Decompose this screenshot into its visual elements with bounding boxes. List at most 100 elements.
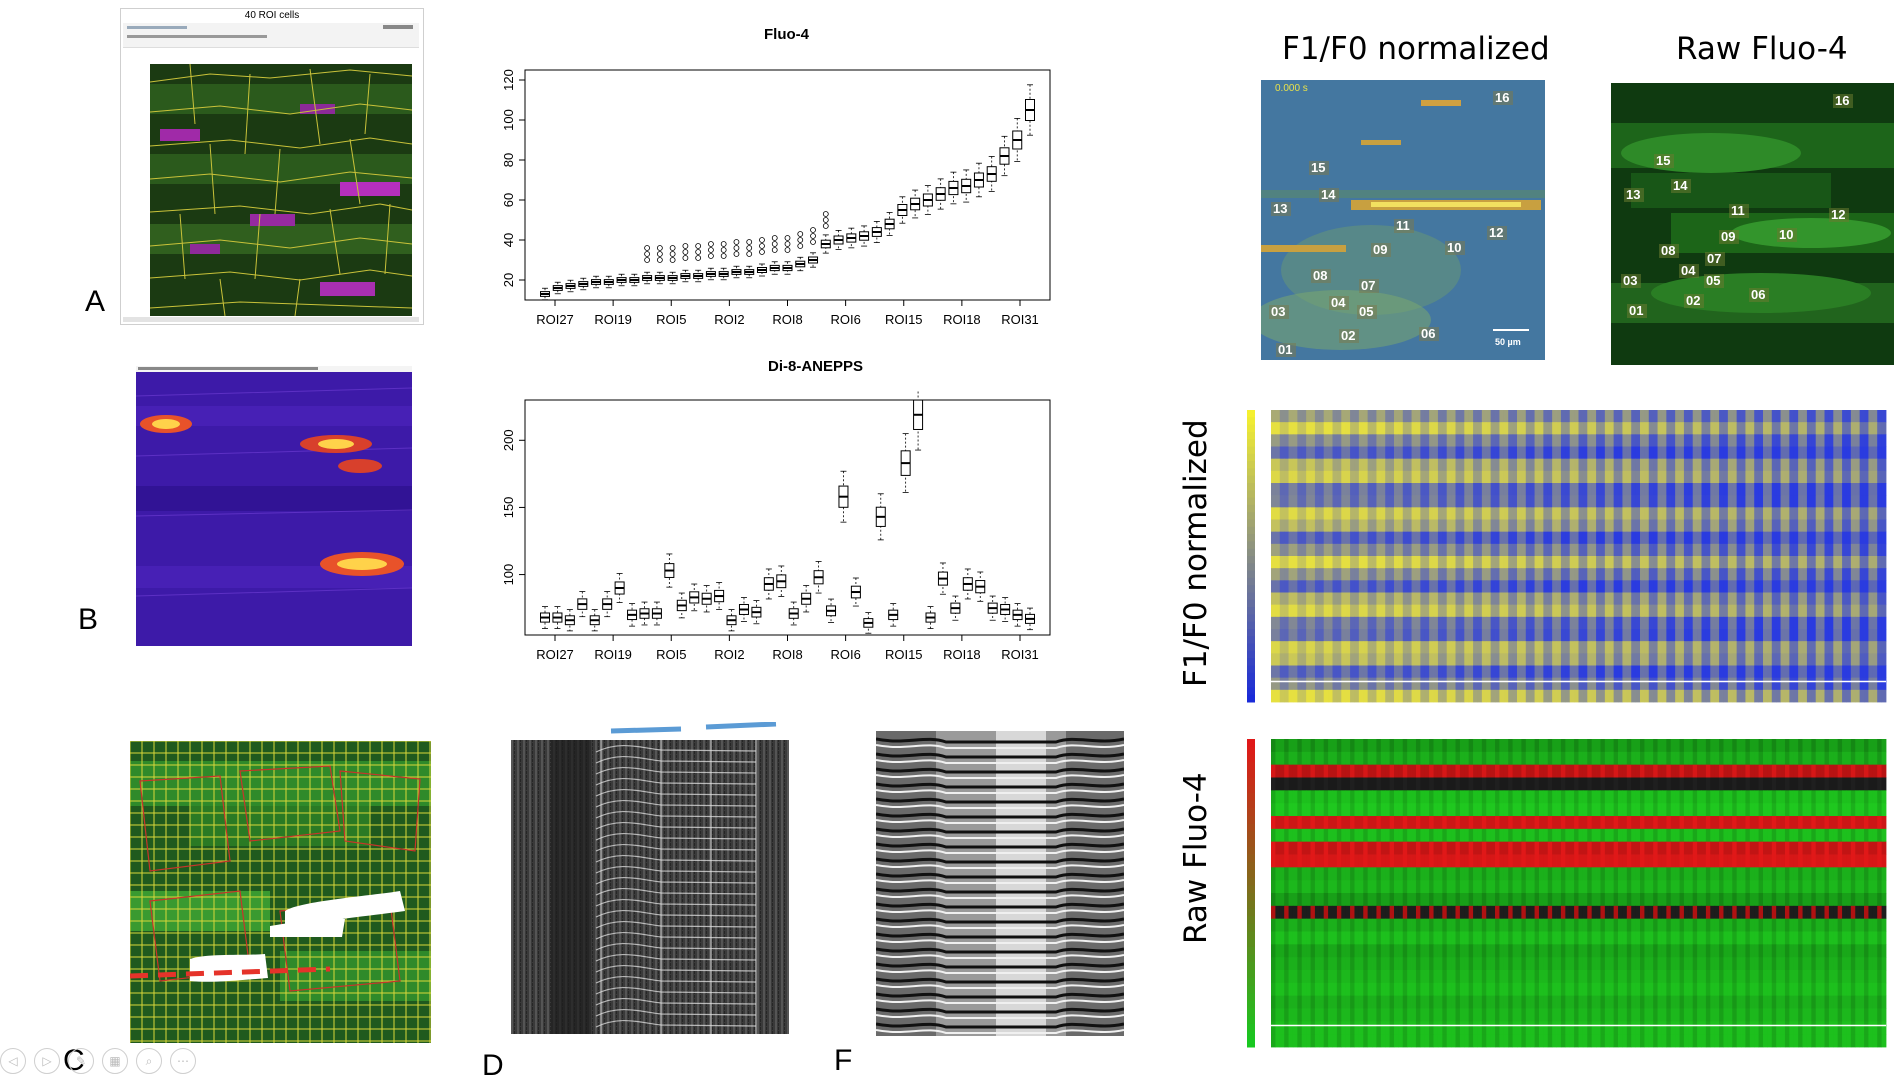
fluo4-box: [566, 280, 575, 292]
svg-text:04: 04: [1681, 263, 1696, 278]
fluo4-outlier-point: [747, 246, 752, 251]
svg-text:01: 01: [1629, 303, 1643, 318]
di8-box: [677, 593, 686, 618]
hm2-row: [1271, 765, 1886, 778]
di8-box: [578, 592, 587, 617]
hm2-row: [1271, 1009, 1886, 1022]
svg-text:05: 05: [1359, 304, 1373, 319]
hm1-row: [1271, 447, 1886, 460]
fluo4-outlier-point: [823, 218, 828, 223]
hm1-row: [1271, 617, 1886, 630]
hm2-row: [1271, 790, 1886, 803]
svg-text:02: 02: [1686, 293, 1700, 308]
di8-xtick-label: ROI6: [830, 647, 860, 662]
more-options-icon[interactable]: ⋯: [170, 1048, 196, 1074]
fluo4-box: [655, 272, 664, 284]
raw-roi-label: 11: [1729, 203, 1749, 218]
fluo4-ytick-label: 120: [501, 69, 516, 91]
svg-text:11: 11: [1396, 218, 1410, 233]
raw-roi-label: 16: [1833, 93, 1853, 108]
fluo4-box: [962, 170, 971, 202]
di8-xtick-label: ROI15: [885, 647, 923, 662]
di8-box: [640, 602, 649, 625]
fluo4-outlier-point: [721, 242, 726, 247]
svg-text:08: 08: [1661, 243, 1675, 258]
fluo4-outlier-point: [759, 238, 764, 243]
prev-slide-icon[interactable]: ◁: [0, 1048, 26, 1074]
hm1-row: [1271, 471, 1886, 484]
svg-text:02: 02: [1341, 328, 1355, 343]
raw-roi-label: 04: [1679, 263, 1699, 278]
raw-roi-label: 15: [1654, 153, 1674, 168]
f1f0-roi-label: 14: [1319, 187, 1339, 202]
di8-box: [764, 569, 773, 599]
fluo4-outlier-point: [772, 242, 777, 247]
hm2-row: [1271, 906, 1886, 919]
hm2-row: [1271, 816, 1886, 829]
hm1-row: [1271, 690, 1886, 703]
fluo4-box: [604, 276, 613, 288]
slides-grid-icon[interactable]: ▦: [102, 1048, 128, 1074]
panel-a-roi-image: [150, 64, 412, 316]
svg-text:06: 06: [1751, 287, 1765, 302]
hm2-row: [1271, 867, 1886, 880]
svg-text:13: 13: [1273, 201, 1287, 216]
panel-letter-a: A: [85, 285, 105, 319]
di8-box: [926, 607, 935, 629]
raw-roi-label: 12: [1829, 207, 1849, 222]
fluo4-box: [757, 264, 766, 276]
next-slide-icon[interactable]: ▷: [34, 1048, 60, 1074]
di8-xtick-label: ROI27: [536, 647, 574, 662]
fluo4-box: [541, 288, 550, 300]
di8-box: [541, 607, 550, 629]
di8-box: [1001, 598, 1010, 622]
di8-box: [739, 598, 748, 622]
hm1-row: [1271, 520, 1886, 533]
fluo4-box: [694, 270, 703, 282]
di8-box: [802, 586, 811, 612]
fluo4-outlier-point: [785, 242, 790, 247]
zoom-icon[interactable]: ⌕: [136, 1048, 162, 1074]
svg-text:03: 03: [1623, 273, 1637, 288]
di8-box: [690, 584, 699, 611]
f1f0-roi-label: 03: [1269, 304, 1289, 319]
f1f0-roi-label: 04: [1329, 295, 1349, 310]
panel-a-window-header: [123, 23, 419, 48]
fluo4-outlier-point: [823, 224, 828, 229]
di8-box: [777, 566, 786, 597]
di8-box: [603, 592, 612, 617]
svg-text:09: 09: [1373, 242, 1387, 257]
panel-a-window-title: 40 ROI cells: [121, 10, 423, 21]
di8-box: [628, 604, 637, 627]
hm2-row: [1271, 919, 1886, 932]
fluo4-outlier-point: [645, 258, 650, 263]
fluo4-box: [898, 197, 907, 223]
fluo4-box: [617, 274, 626, 286]
svg-text:11: 11: [1731, 203, 1745, 218]
fluo4-outlier-point: [683, 250, 688, 255]
di8-box: [702, 586, 711, 612]
pen-icon[interactable]: ✎: [68, 1048, 94, 1074]
panel-f-kymograph: [876, 731, 1124, 1036]
di8-box: [963, 569, 972, 599]
fluo4-ytick-label: 100: [501, 109, 516, 131]
panel-a-scrollbar[interactable]: [123, 317, 419, 322]
fluo4-box: [936, 179, 945, 209]
fluo4-chart-title: Fluo-4: [764, 26, 809, 43]
fluo4-outlier-point: [683, 256, 688, 261]
heatmap-raw-ylabel: Raw Fluo-4: [1178, 772, 1214, 944]
fluo4-outlier-point: [811, 240, 816, 245]
fluo4-outlier-point: [657, 258, 662, 263]
f1f0-roi-label: 06: [1419, 326, 1439, 341]
fluo4-box: [885, 212, 894, 235]
f1f0-time-label: 0.000 s: [1275, 83, 1308, 94]
f1f0-roi-label: 12: [1487, 225, 1507, 240]
fluo4-outlier-point: [670, 246, 675, 251]
hm1-row: [1271, 507, 1886, 520]
di8-box: [565, 610, 574, 631]
raw-roi-label: 03: [1621, 273, 1641, 288]
raw-roi-label: 13: [1624, 187, 1644, 202]
di8-ytick-label: 200: [501, 429, 516, 451]
svg-text:15: 15: [1656, 153, 1670, 168]
svg-text:12: 12: [1831, 207, 1845, 222]
